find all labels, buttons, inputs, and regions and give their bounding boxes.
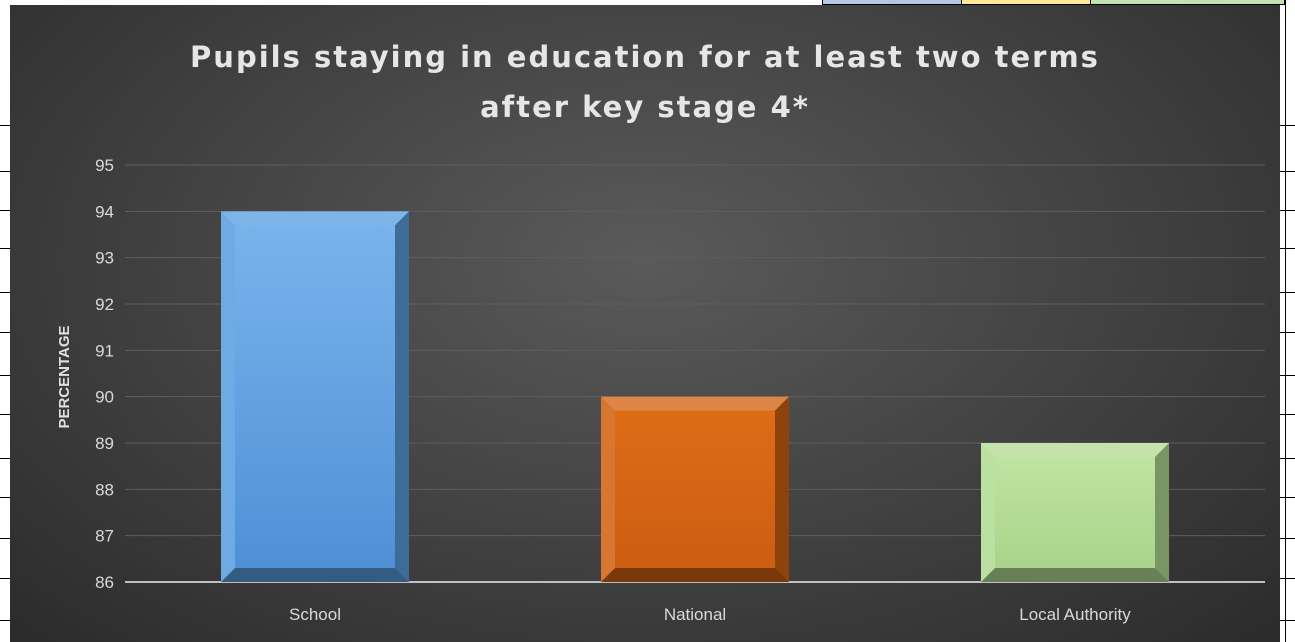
sheet-row-rule [0,332,10,333]
chart-title-line-1: Pupils staying in education for at least… [190,40,1100,74]
y-tick-label: 94 [95,202,114,221]
sheet-row-rule [0,538,10,539]
bar-school[interactable] [221,211,409,583]
y-tick-label: 92 [95,295,114,314]
sheet-row-rule [1280,458,1295,459]
sheet-row-rule [1280,292,1295,293]
sheet-row-rule [0,578,10,579]
sheet-row-rule [0,248,10,249]
y-tick-label: 89 [95,434,114,453]
sheet-row-rule [1280,538,1295,539]
x-category-label: Local Authority [1019,605,1131,624]
sheet-row-rule [1280,171,1295,172]
chart-area[interactable]: Pupils staying in education for at least… [10,5,1280,642]
sheet-row-rule [0,171,10,172]
chart-title-line-2: after key stage 4* [480,90,810,124]
sheet-row-rule [0,292,10,293]
sheet-row-rule [0,497,10,498]
sheet-row-rule [1280,125,1295,126]
sheet-row-rule [1280,375,1295,376]
y-tick-label: 88 [95,480,114,499]
bar-national[interactable] [601,396,789,582]
sheet-row-rule [0,125,10,126]
sheet-row-rule [1280,620,1295,621]
sheet-row-rule [1280,210,1295,211]
x-category-label: School [289,605,341,624]
y-tick-label: 87 [95,527,114,546]
bar-chart: Pupils staying in education for at least… [56,40,1265,624]
sheet-row-rule [0,414,10,415]
sheet-cell-green [1090,0,1285,5]
y-tick-label: 93 [95,249,114,268]
y-tick-label: 86 [95,573,114,592]
y-tick-label: 95 [95,156,114,175]
bar-local-authority[interactable] [981,443,1169,582]
x-category-label: National [664,605,726,624]
sheet-row-rule [1280,332,1295,333]
y-axis-label: PERCENTAGE [56,325,73,428]
sheet-row-rule [1280,497,1295,498]
sheet-row-rule [1280,248,1295,249]
sheet-row-rule [1280,414,1295,415]
sheet-row-rule [0,210,10,211]
sheet-row-rule [0,375,10,376]
sheet-row-rule [1280,578,1295,579]
y-tick-label: 91 [95,341,114,360]
sheet-row-rule [0,458,10,459]
y-tick-label: 90 [95,388,114,407]
sheet-column-rule [1285,0,1286,642]
sheet-row-rule [0,620,10,621]
